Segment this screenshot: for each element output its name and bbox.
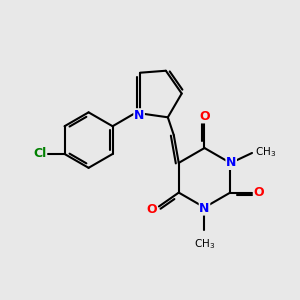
Text: O: O	[199, 110, 210, 123]
Text: CH$_3$: CH$_3$	[194, 237, 215, 251]
Text: O: O	[147, 203, 157, 216]
Text: O: O	[254, 186, 264, 199]
Text: N: N	[226, 156, 236, 170]
Text: N: N	[134, 109, 144, 122]
Text: N: N	[199, 202, 210, 215]
Text: Cl: Cl	[33, 148, 46, 160]
Text: CH$_3$: CH$_3$	[255, 145, 276, 159]
